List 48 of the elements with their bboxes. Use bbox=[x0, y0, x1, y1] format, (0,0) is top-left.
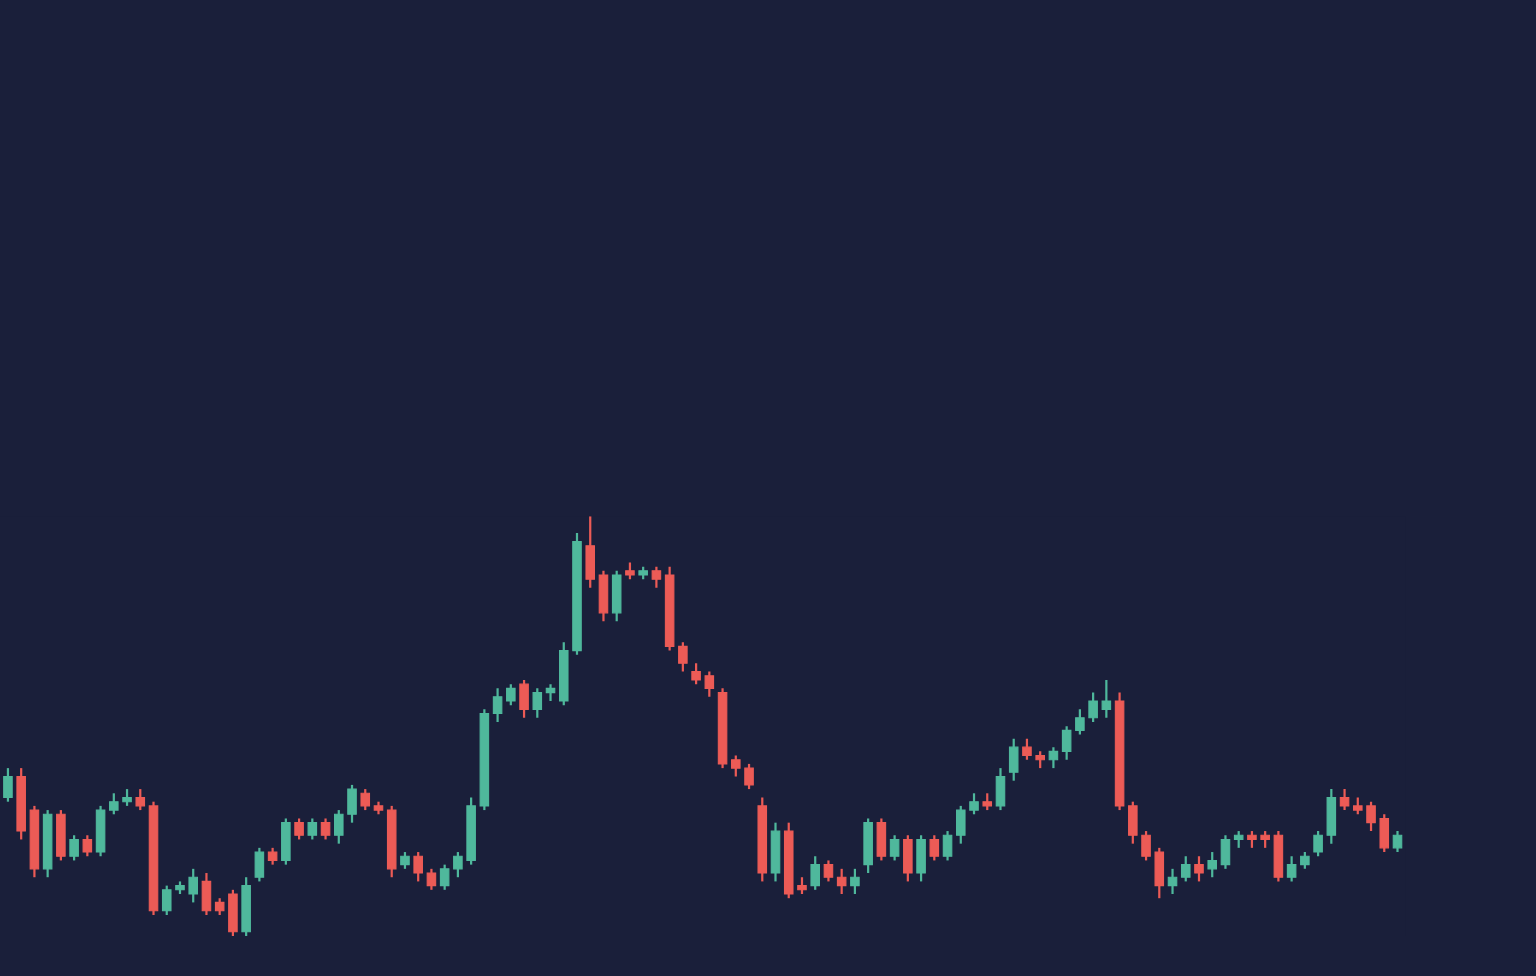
candlestick bbox=[545, 683, 556, 703]
candlestick bbox=[916, 834, 926, 883]
candlestick bbox=[506, 683, 516, 707]
candlestick bbox=[611, 569, 622, 623]
candlestick bbox=[903, 834, 913, 883]
candlestick bbox=[876, 817, 887, 862]
candlestick bbox=[254, 846, 265, 883]
candlestick bbox=[307, 817, 318, 841]
candlestick bbox=[95, 804, 106, 858]
candlestick bbox=[889, 834, 900, 862]
candlestick bbox=[995, 767, 1006, 812]
candlestick bbox=[1339, 787, 1350, 812]
candlestick bbox=[1008, 737, 1019, 782]
candlestick bbox=[56, 808, 66, 862]
candlestick bbox=[426, 867, 437, 891]
candlestick bbox=[1207, 850, 1218, 879]
candlestick bbox=[3, 767, 13, 803]
candlestick bbox=[360, 787, 371, 812]
candlestick bbox=[585, 516, 596, 589]
candlestick bbox=[863, 817, 873, 875]
candlestick bbox=[770, 821, 781, 883]
candlestick bbox=[850, 867, 860, 896]
candlestick bbox=[281, 817, 291, 866]
candlestick bbox=[942, 829, 953, 862]
candlestick bbox=[241, 876, 251, 936]
candlestick bbox=[413, 850, 423, 883]
candlestick bbox=[201, 871, 212, 917]
candlestick bbox=[929, 834, 940, 862]
candlestick bbox=[810, 855, 820, 891]
candlestick bbox=[532, 687, 543, 719]
candlestick bbox=[82, 834, 93, 858]
candlestick bbox=[492, 687, 503, 724]
candlestick bbox=[1180, 855, 1191, 883]
candlestick bbox=[135, 787, 146, 812]
candlestick bbox=[598, 569, 609, 623]
candlestick bbox=[294, 817, 304, 841]
candlestick bbox=[320, 817, 331, 841]
candlestick bbox=[1167, 867, 1178, 896]
candlestick bbox=[1220, 834, 1231, 870]
candlestick bbox=[823, 859, 834, 883]
candlestick bbox=[519, 678, 529, 719]
candlestick bbox=[1048, 746, 1059, 770]
candlestick bbox=[836, 867, 847, 896]
candlestick bbox=[1194, 855, 1204, 883]
candlestick bbox=[1392, 829, 1403, 854]
candlestick bbox=[69, 834, 79, 862]
candlestick bbox=[651, 565, 662, 589]
candlestick bbox=[1273, 829, 1284, 883]
